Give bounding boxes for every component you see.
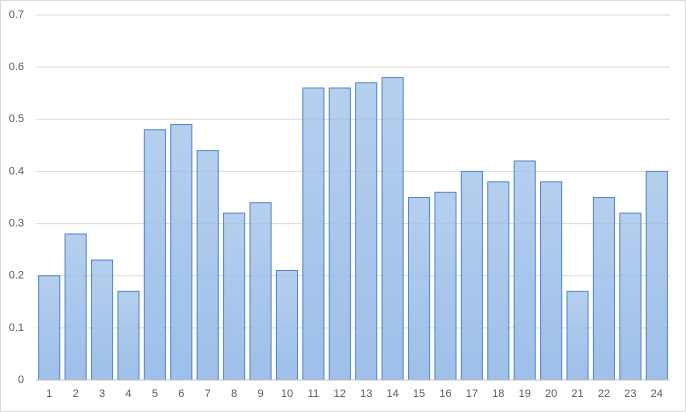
bar	[407, 197, 431, 381]
bar	[619, 212, 642, 381]
bar	[355, 82, 378, 381]
bar	[540, 181, 563, 381]
bar	[38, 275, 61, 381]
x-tick-label: 4	[125, 388, 131, 400]
x-tick-label: 16	[439, 388, 451, 400]
y-tick-label: 0.4	[9, 165, 24, 177]
bar	[117, 290, 140, 381]
x-tick-label: 18	[492, 388, 504, 400]
x-tick-label: 7	[205, 388, 211, 400]
y-tick-label: 0.3	[9, 217, 24, 229]
y-tick-label: 0.1	[9, 322, 24, 334]
bar	[196, 150, 219, 381]
bar	[143, 129, 166, 381]
bar	[90, 259, 114, 381]
x-tick-label: 9	[257, 388, 263, 400]
bar	[64, 233, 87, 381]
x-tick-label: 21	[571, 388, 583, 400]
bar	[460, 170, 483, 381]
y-tick-label: 0.2	[9, 270, 24, 282]
x-tick-label: 11	[308, 388, 319, 400]
bar	[249, 202, 272, 381]
x-tick-label: 19	[519, 388, 531, 400]
bar	[513, 160, 536, 381]
x-tick-label: 10	[281, 388, 293, 400]
bar	[381, 77, 404, 381]
x-tick-label: 12	[334, 388, 346, 400]
x-tick-label: 15	[413, 388, 425, 400]
x-tick-label: 22	[598, 388, 610, 400]
x-tick-label: 6	[178, 388, 184, 400]
bar	[592, 197, 616, 381]
x-tick-label: 23	[624, 388, 636, 400]
bar	[223, 212, 246, 381]
x-tick-label: 8	[231, 388, 237, 400]
x-tick-label: 5	[152, 388, 158, 400]
y-tick-label: 0	[18, 374, 24, 386]
y-tick-label: 0.5	[9, 113, 24, 125]
bar	[645, 170, 668, 381]
bar	[170, 124, 193, 381]
bar	[302, 87, 325, 381]
x-tick-label: 20	[545, 388, 557, 400]
x-tick-label: 1	[46, 388, 52, 400]
y-tick-label: 0.6	[9, 61, 24, 73]
bar	[328, 87, 351, 381]
x-tick-label: 13	[360, 388, 372, 400]
x-tick-label: 2	[73, 388, 79, 400]
x-tick-label: 3	[99, 388, 105, 400]
bar	[434, 191, 457, 381]
bar	[275, 270, 299, 381]
x-tick-label: 17	[466, 388, 478, 400]
y-tick-label: 0.7	[9, 9, 24, 21]
bar	[487, 181, 510, 381]
x-tick-label: 24	[651, 388, 663, 400]
bar	[566, 290, 589, 381]
x-tick-label: 14	[387, 388, 399, 400]
